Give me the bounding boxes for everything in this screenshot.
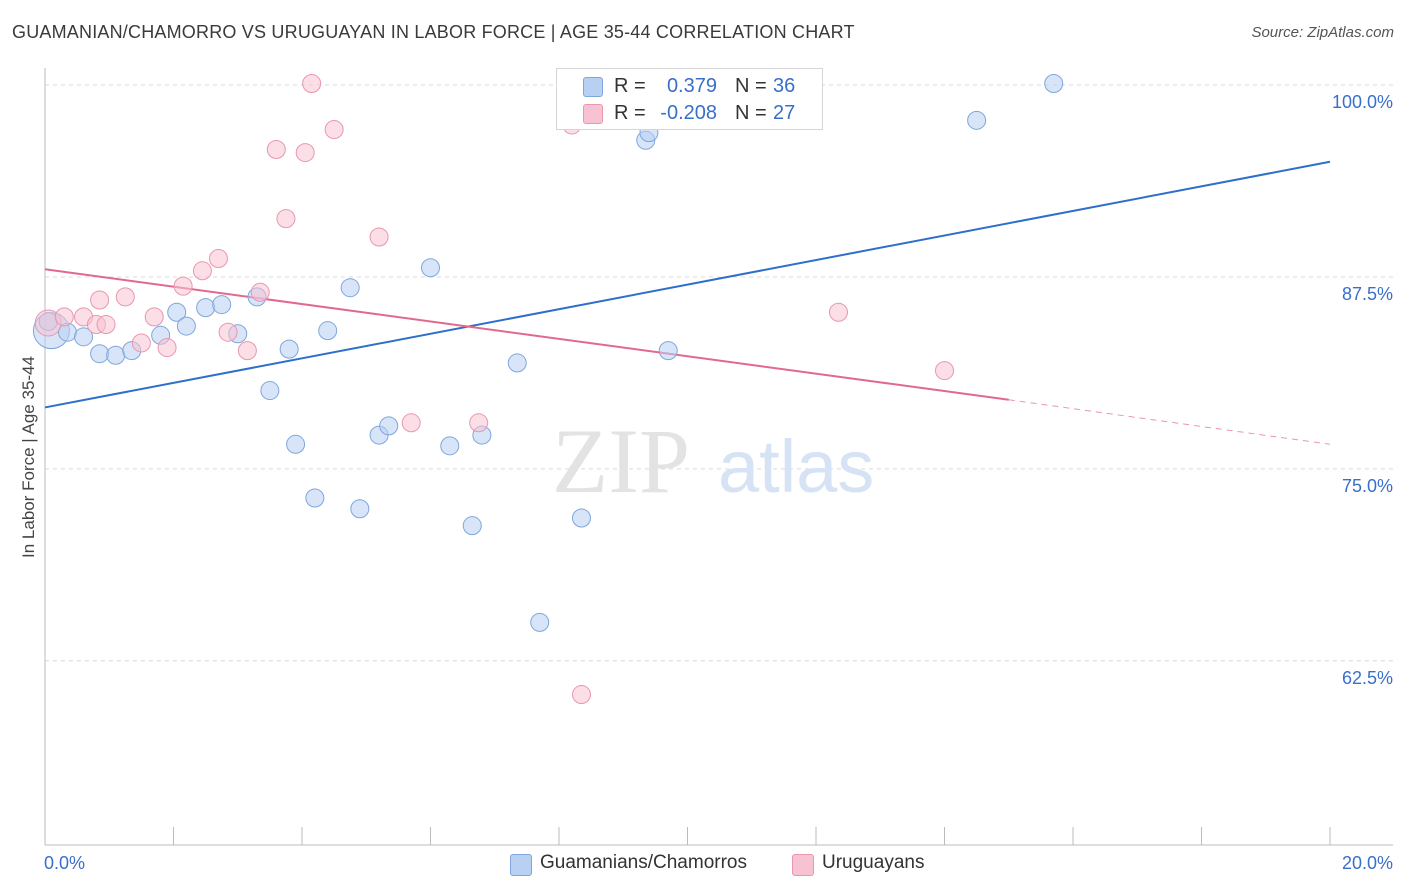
data-point-guamanians (106, 345, 126, 365)
trend-line-uruguayans-extension (1008, 399, 1331, 445)
series-legend: Guamanians/Chamorros Uruguayans (0, 852, 1406, 878)
y-tick-label: 75.0% (1342, 476, 1393, 496)
y-tick-label: 62.5% (1342, 668, 1393, 688)
trend-line-guamanians (44, 160, 1331, 409)
data-point-uruguayans (96, 315, 116, 335)
data-point-uruguayans (571, 685, 591, 705)
legend-r-value: -0.208 (660, 102, 717, 124)
data-point-uruguayans (266, 140, 286, 160)
data-point-uruguayans (295, 143, 315, 163)
data-point-uruguayans (369, 227, 389, 247)
data-point-uruguayans (828, 302, 848, 322)
data-point-guamanians (530, 612, 550, 632)
data-point-uruguayans (302, 73, 322, 93)
series-uruguayans-points (34, 73, 954, 705)
data-point-uruguayans (324, 120, 344, 140)
legend-n-value: 27 (773, 102, 796, 124)
legend-swatch-pink (583, 104, 603, 124)
source-label: Source: ZipAtlas.com (1251, 24, 1394, 41)
data-point-guamanians (260, 381, 280, 401)
data-point-guamanians (350, 499, 370, 519)
x-tick-labels: 0.0% 20.0% (44, 853, 1393, 873)
data-point-uruguayans (131, 333, 151, 353)
data-point-guamanians (286, 434, 306, 454)
legend-row-uruguayans: R = -0.208 N = 27 (557, 102, 822, 126)
data-point-uruguayans (144, 307, 164, 327)
grid-lines (45, 84, 1393, 662)
y-axis-label: In Labor Force | Age 35-44 (19, 356, 38, 558)
legend-r-label: R = (614, 75, 646, 97)
data-point-guamanians (167, 302, 187, 322)
data-point-uruguayans (173, 276, 193, 296)
data-point-uruguayans (192, 261, 212, 281)
data-point-uruguayans (237, 341, 257, 361)
data-point-uruguayans (250, 282, 270, 302)
data-point-guamanians (571, 508, 591, 528)
legend-n-value: 36 (773, 75, 796, 97)
y-tick-label: 100.0% (1332, 92, 1393, 112)
data-point-guamanians (658, 341, 678, 361)
data-point-uruguayans (115, 287, 135, 307)
y-tick-labels: 62.5% 75.0% 87.5% 100.0% (1332, 92, 1393, 688)
data-point-guamanians (196, 298, 216, 318)
data-point-uruguayans (54, 307, 74, 327)
legend-label-guamanians: Guamanians/Chamorros (540, 852, 747, 873)
trend-lines (44, 160, 1331, 445)
data-point-uruguayans (157, 338, 177, 358)
data-point-guamanians (279, 339, 299, 359)
data-point-uruguayans (276, 209, 296, 229)
data-point-guamanians (340, 278, 360, 298)
legend-label-uruguayans: Uruguayans (822, 852, 925, 873)
data-point-uruguayans (469, 413, 489, 433)
legend-swatch-blue (583, 77, 603, 97)
watermark: ZIP atlas (552, 410, 874, 512)
data-point-uruguayans (935, 361, 954, 381)
data-point-guamanians (967, 110, 987, 130)
data-point-guamanians (462, 516, 482, 536)
data-point-guamanians (379, 416, 399, 436)
legend-swatch-pink (792, 854, 814, 876)
legend-swatch-blue (510, 854, 532, 876)
axes (44, 68, 1393, 846)
y-tick-label: 87.5% (1342, 284, 1393, 304)
legend-n-label: N = (735, 75, 767, 97)
data-point-guamanians (507, 353, 527, 373)
data-point-guamanians (74, 327, 94, 347)
data-point-uruguayans (218, 322, 238, 342)
data-point-uruguayans (90, 290, 110, 310)
legend-r-label: R = (614, 102, 646, 124)
stats-legend: R = 0.379 N = 36 R = -0.208 N = 27 (556, 68, 823, 130)
watermark-atlas: atlas (718, 425, 874, 508)
x-tick-label: 20.0% (1342, 853, 1393, 873)
data-point-guamanians (212, 295, 232, 315)
data-point-guamanians (305, 488, 325, 508)
series-guamanians-points (32, 73, 1064, 632)
data-point-guamanians (318, 321, 338, 341)
data-point-guamanians (90, 344, 110, 364)
data-point-uruguayans (208, 249, 228, 269)
watermark-zip: ZIP (552, 410, 690, 512)
chart-title: GUAMANIAN/CHAMORRO VS URUGUAYAN IN LABOR… (12, 22, 855, 42)
trend-line-uruguayans (44, 268, 1009, 401)
data-point-guamanians (440, 436, 460, 456)
x-tick-label: 0.0% (44, 853, 85, 873)
data-point-guamanians (176, 316, 196, 336)
data-point-guamanians (1044, 73, 1064, 93)
data-point-guamanians (421, 258, 440, 278)
data-point-uruguayans (401, 413, 421, 433)
legend-n-label: N = (735, 102, 767, 124)
legend-r-value: 0.379 (666, 75, 717, 97)
legend-row-guamanians: R = 0.379 N = 36 (557, 75, 822, 99)
